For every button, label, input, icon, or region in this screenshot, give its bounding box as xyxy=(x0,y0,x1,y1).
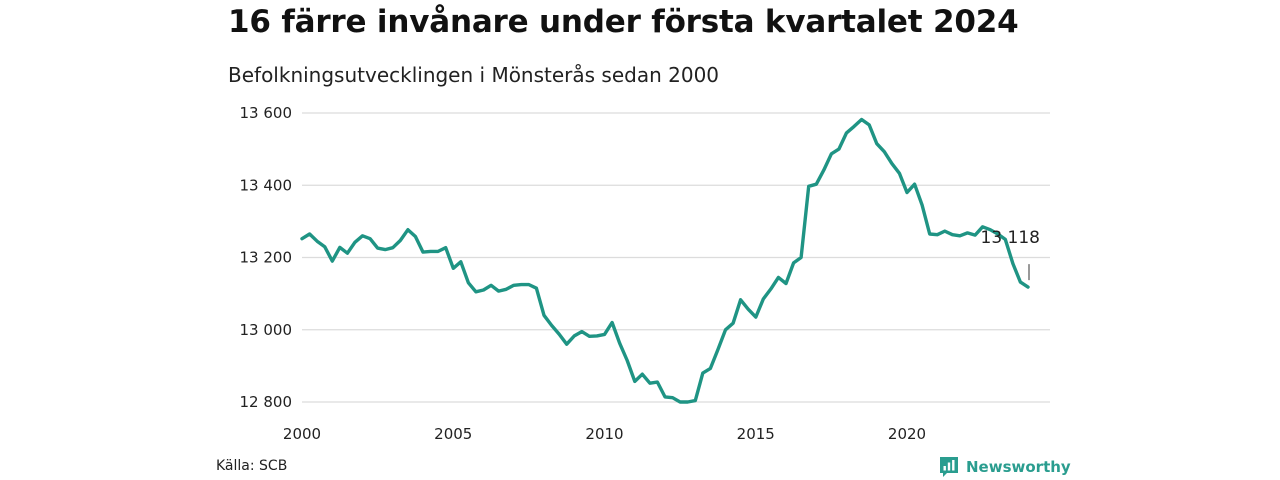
y-tick-label: 13 600 xyxy=(240,104,293,122)
last-value-annotation: 13 118 xyxy=(981,228,1040,281)
chart-subtitle: Befolkningsutvecklingen i Mönsterås seda… xyxy=(228,63,720,87)
x-axis: 2000 2005 2010 2015 2020 xyxy=(283,425,926,443)
source-label: Källa: SCB xyxy=(216,458,288,474)
x-tick-label: 2010 xyxy=(585,425,623,443)
y-tick-label: 12 800 xyxy=(240,393,293,411)
x-tick-label: 2005 xyxy=(434,425,472,443)
series-line xyxy=(300,117,1030,404)
annotation-label: 13 118 xyxy=(981,228,1040,248)
y-axis: 12 800 13 000 13 200 13 400 13 600 xyxy=(240,104,293,411)
x-tick-label: 2020 xyxy=(888,425,926,443)
newsworthy-logo-icon xyxy=(940,457,958,477)
brand-logo: Newsworthy xyxy=(938,455,1071,479)
x-tick-label: 2000 xyxy=(283,425,321,443)
chart-title: 16 färre invånare under första kvartalet… xyxy=(228,4,1019,40)
y-tick-label: 13 200 xyxy=(240,249,293,267)
brand-name: Newsworthy xyxy=(966,458,1071,476)
grid-lines xyxy=(302,112,1050,403)
x-tick-label: 2015 xyxy=(737,425,775,443)
y-tick-label: 13 000 xyxy=(240,321,293,339)
y-tick-label: 13 400 xyxy=(240,176,293,194)
